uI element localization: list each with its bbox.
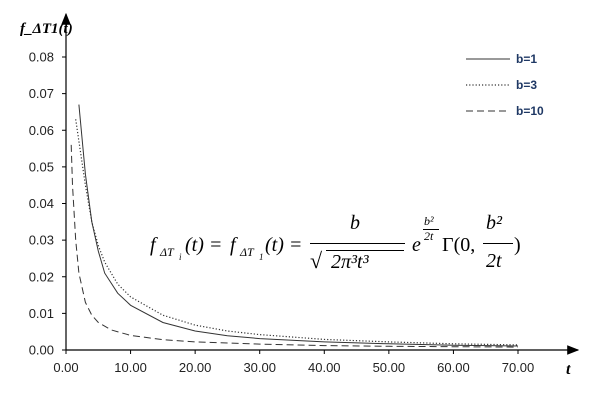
x-axis-label: t [566, 361, 571, 378]
series-line-b-1 [78, 104, 519, 347]
legend-label: b=3 [516, 78, 537, 92]
legend: b=1 b=3 b=10 [466, 52, 544, 118]
formula-eq-1: (t) = [185, 234, 223, 256]
y-tick-label: 0.08 [29, 50, 54, 65]
formula-frac-bar [483, 243, 513, 244]
x-tick-label: 40.00 [308, 360, 341, 375]
y-tick-group: 0.00 0.01 0.02 0.03 0.04 0.05 0.06 0.07 0.08 [29, 50, 66, 358]
formula-sqrt-sign: √ [310, 248, 323, 273]
formula-f-i: f [150, 234, 156, 256]
formula-close: ) [514, 234, 521, 256]
formula-sub-i: ΔT [160, 245, 174, 259]
formula-frac-den: 2t [486, 250, 502, 272]
formula-exp-bar [423, 229, 439, 230]
formula-gamma: Γ(0, [442, 234, 476, 256]
formula-denominator: 2π³t³ [331, 251, 369, 273]
density-formula: f ΔT i (t) = f ΔT 1 (t) = b √ 2π³t³ e b²… [150, 212, 550, 282]
y-tick-label: 0.00 [29, 343, 54, 358]
formula-frac-num: b² [486, 212, 502, 234]
series-group [70, 104, 519, 348]
formula-exp-num: b² [424, 214, 434, 228]
formula-sub-i-index: i [179, 252, 182, 262]
x-tick-label: 70.00 [502, 360, 535, 375]
x-tick-group: 0.00 10.00 20.00 30.00 40.00 50.00 60.00 70.00 [53, 350, 534, 375]
y-tick-label: 0.01 [29, 306, 54, 321]
y-tick-label: 0.02 [29, 269, 54, 284]
x-tick-label: 0.00 [53, 360, 78, 375]
y-tick-label: 0.04 [29, 196, 54, 211]
legend-label: b=10 [516, 104, 544, 118]
formula-exp-den: 2t [424, 229, 434, 243]
x-tick-label: 10.00 [114, 360, 147, 375]
formula-e: e [412, 234, 421, 256]
formula-fraction-bar [310, 243, 405, 244]
formula-eq-2: (t) = [265, 234, 303, 256]
y-tick-label: 0.05 [29, 159, 54, 174]
formula-numerator: b [350, 212, 360, 234]
x-tick-label: 20.00 [179, 360, 212, 375]
formula-sqrt-bar [326, 250, 404, 251]
y-axis-label: f_ΔT1(t) [20, 21, 73, 37]
y-tick-label: 0.03 [29, 233, 54, 248]
x-tick-label: 50.00 [373, 360, 406, 375]
formula-f-1: f [230, 234, 236, 256]
y-tick-label: 0.07 [29, 86, 54, 101]
series-line-b-3 [75, 119, 519, 346]
x-tick-label: 30.00 [243, 360, 276, 375]
formula-sub-1-index: 1 [259, 252, 264, 262]
legend-label: b=1 [516, 52, 537, 66]
x-tick-label: 60.00 [437, 360, 470, 375]
formula-sub-1: ΔT [240, 245, 254, 259]
series-line-b-10 [70, 144, 519, 348]
y-tick-label: 0.06 [29, 123, 54, 138]
